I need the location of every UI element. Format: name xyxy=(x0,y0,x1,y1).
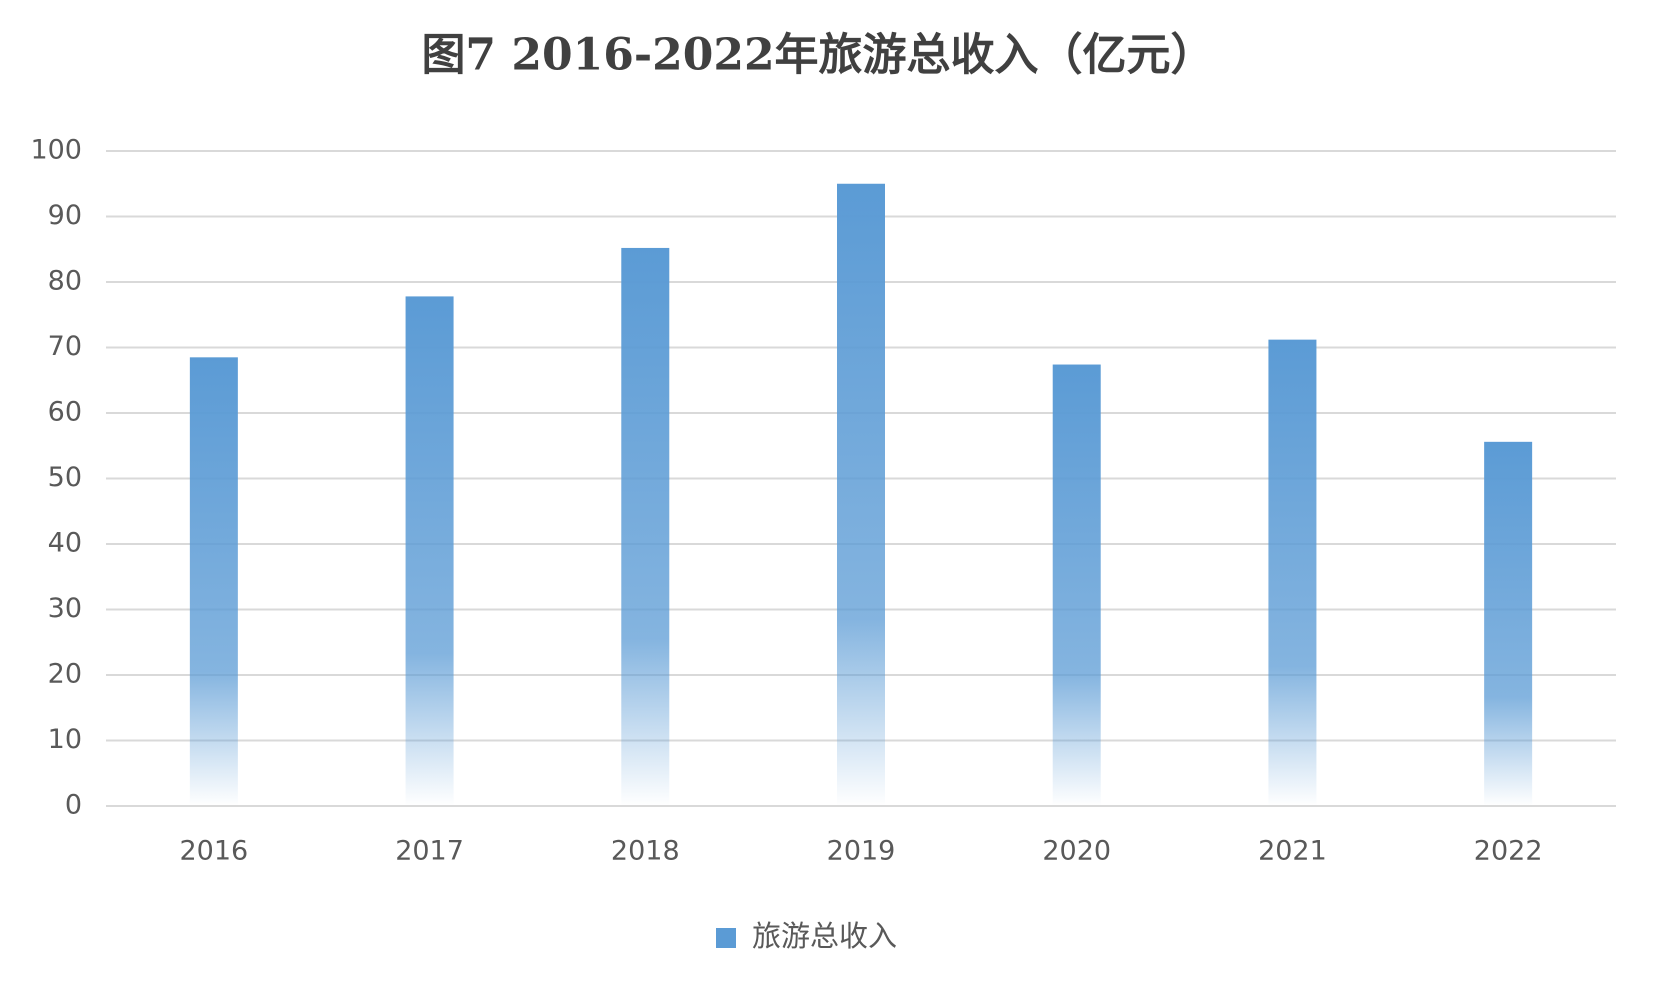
x-tick-label: 2021 xyxy=(1258,836,1327,867)
x-tick-label: 2018 xyxy=(611,836,680,867)
y-tick-label: 0 xyxy=(65,790,82,821)
bar xyxy=(1484,441,1533,806)
x-tick-label: 2017 xyxy=(395,836,464,867)
legend-swatch xyxy=(716,928,736,948)
y-tick-label: 50 xyxy=(48,462,82,493)
y-tick-label: 40 xyxy=(48,528,82,559)
bar xyxy=(621,247,670,806)
y-tick-label: 100 xyxy=(30,135,82,166)
x-tick-label: 2020 xyxy=(1042,836,1111,867)
x-tick-label: 2016 xyxy=(179,836,248,867)
chart-title: 图7 2016-2022年旅游总收入（亿元） xyxy=(421,30,1214,81)
y-tick-label: 30 xyxy=(48,593,82,624)
bar xyxy=(837,183,885,806)
y-tick-label: 90 xyxy=(48,200,82,231)
bar xyxy=(189,357,238,806)
y-tick-label: 80 xyxy=(48,266,82,297)
x-tick-label: 2022 xyxy=(1474,836,1543,867)
bar xyxy=(405,296,454,806)
y-tick-label: 20 xyxy=(48,659,82,690)
x-tick-label: 2019 xyxy=(827,836,896,867)
bar xyxy=(1268,339,1317,806)
y-tick-label: 10 xyxy=(48,724,82,755)
y-tick-label: 60 xyxy=(48,397,82,428)
y-tick-label: 70 xyxy=(48,331,82,362)
legend-label: 旅游总收入 xyxy=(752,919,897,953)
bar xyxy=(1052,364,1101,806)
